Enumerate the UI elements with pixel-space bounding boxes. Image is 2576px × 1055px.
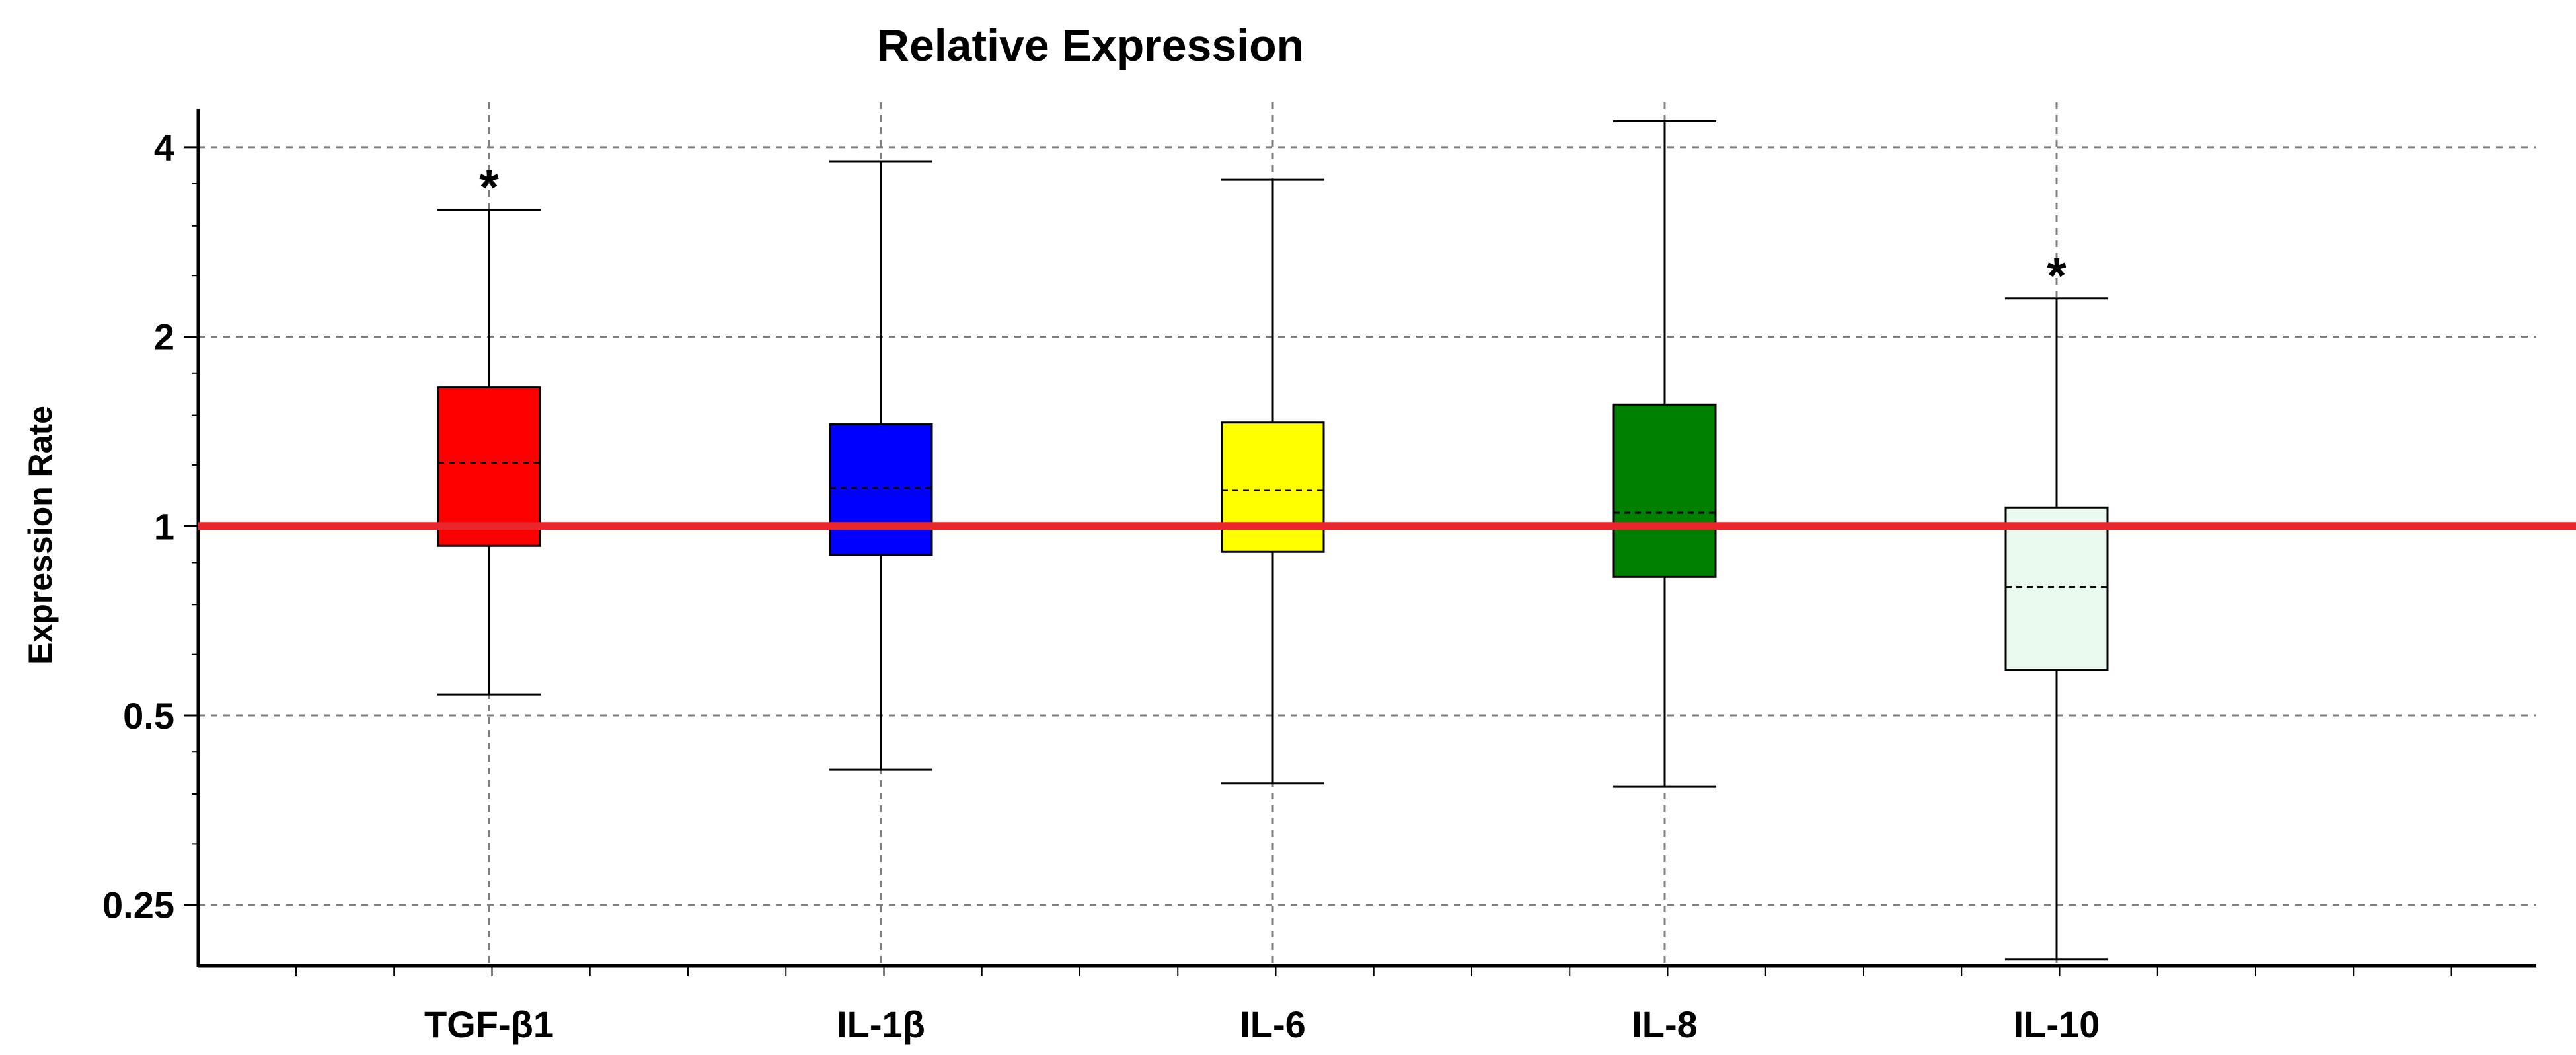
y-axis-label: Expression Rate <box>22 406 59 665</box>
box-group <box>2004 297 2109 961</box>
box-group <box>829 160 933 771</box>
y-tick-label: 2 <box>154 316 174 358</box>
box-iqr <box>829 423 933 556</box>
axes-layer <box>184 109 2576 976</box>
significance-marker: * <box>479 160 499 216</box>
marks-layer <box>437 120 2109 961</box>
box-group <box>437 209 541 696</box>
box-iqr <box>2004 506 2109 672</box>
y-tick-label: 0.5 <box>123 695 174 737</box>
x-tick-label: TGF-β1 <box>424 1003 554 1045</box>
labels-layer: 0.25 0.5 1 2 4 TGF-β1 IL-1β IL-6 IL-8 IL-10 * * <box>102 127 2100 1045</box>
x-tick-label: IL-1β <box>837 1003 925 1045</box>
significance-marker: * <box>2047 248 2066 305</box>
box-group <box>1221 178 1325 785</box>
box-group <box>1612 120 1717 788</box>
x-tick-label: IL-10 <box>2014 1003 2100 1045</box>
box-iqr <box>437 386 541 547</box>
grid-layer <box>198 102 2536 966</box>
y-tick-label: 1 <box>154 505 174 547</box>
y-tick-label: 0.25 <box>102 885 174 926</box>
y-tick-label: 4 <box>154 127 174 168</box>
chart-title: Relative Expression <box>877 20 1304 71</box>
box-iqr <box>1221 421 1325 553</box>
box-iqr <box>1612 403 1717 578</box>
x-tick-label: IL-8 <box>1632 1003 1698 1045</box>
x-tick-label: IL-6 <box>1240 1003 1306 1045</box>
